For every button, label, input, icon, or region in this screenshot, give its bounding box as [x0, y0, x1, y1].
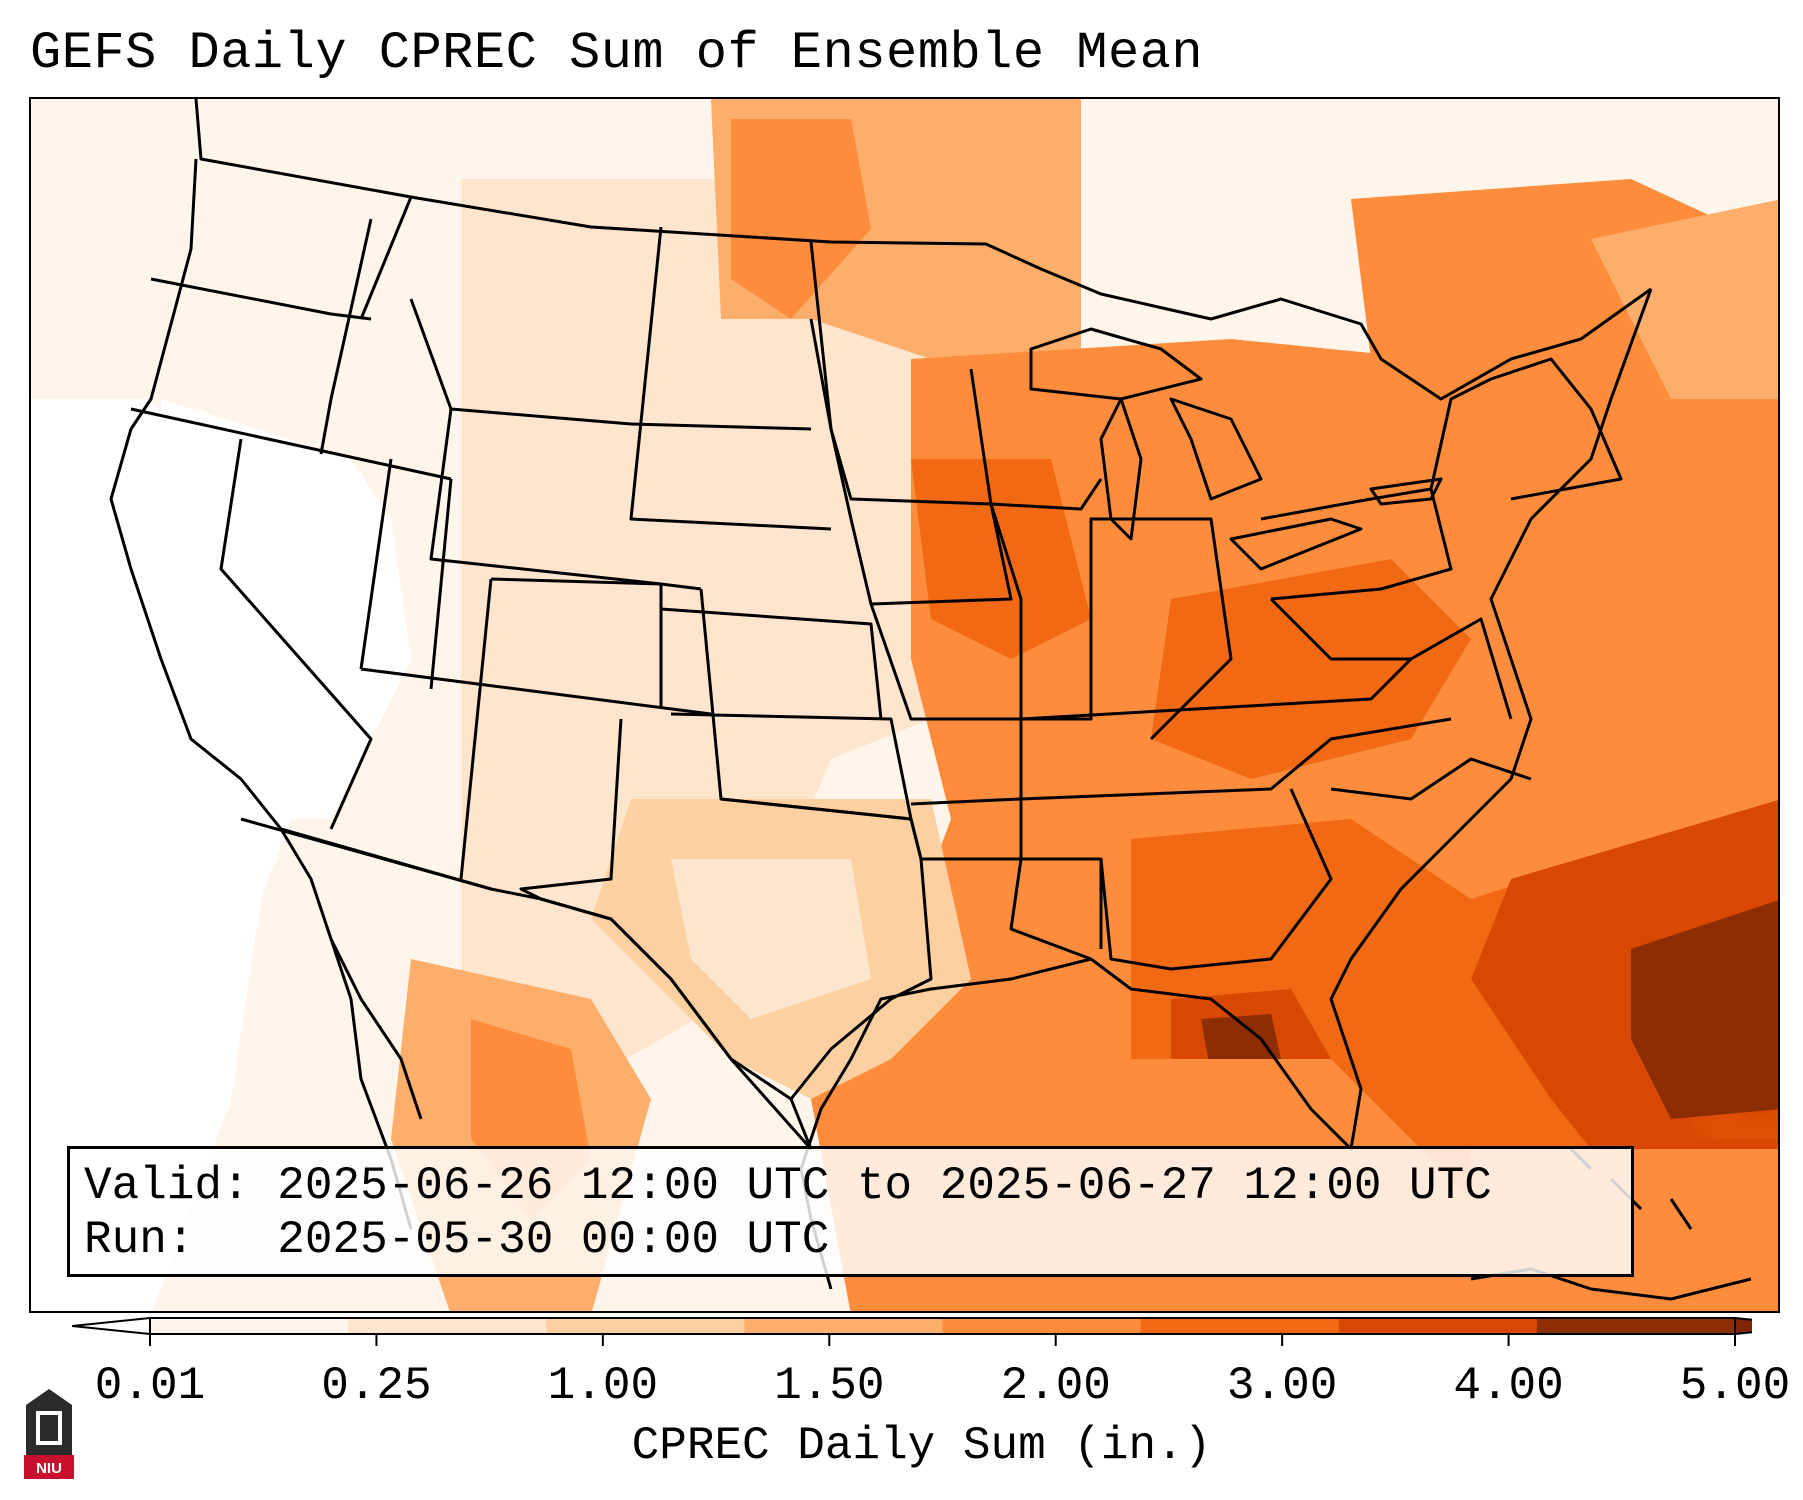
colorbar-segment	[1338, 1318, 1538, 1334]
run-time-value: 2025-05-30 00:00 UTC	[277, 1214, 830, 1266]
state-line-new-england	[1429, 357, 1623, 501]
colorbar-tick-label: 1.00	[547, 1360, 659, 1412]
state-line-pa-ny	[1260, 487, 1453, 601]
lake-erie	[1229, 517, 1363, 571]
state-line-carolinas	[1330, 757, 1532, 801]
precip-zone-ohio-valley	[1151, 559, 1471, 779]
precipitation-map	[31, 99, 1778, 1311]
precip-zone-west-texas	[671, 859, 871, 1019]
state-line-al-ga	[1099, 788, 1333, 971]
colorbar-tick-label: 0.25	[321, 1360, 432, 1412]
colorbar-segments	[150, 1318, 1736, 1334]
state-line-nm-tx	[519, 718, 623, 901]
state-line-va-md	[1269, 597, 1513, 720]
state-line-il-in-oh	[989, 503, 1233, 741]
precip-zone-plains-light	[461, 179, 931, 1079]
run-label: Run:	[84, 1214, 195, 1266]
state-boundaries	[109, 99, 1752, 1301]
map-panel	[29, 97, 1780, 1313]
precip-zone-far-northeast	[1591, 199, 1778, 399]
colorbar-segment	[150, 1318, 349, 1334]
colorbar-segment	[348, 1318, 547, 1334]
lake-huron	[1169, 397, 1263, 501]
west-coast-coastline	[109, 158, 423, 1120]
colorbar-under-extension	[72, 1316, 151, 1336]
colorbar-segment	[1140, 1318, 1340, 1334]
plot-title: GEFS Daily CPREC Sum of Ensemble Mean	[30, 24, 1204, 83]
precip-zone-north-central-core	[731, 119, 871, 319]
logo-red-banner	[24, 1455, 74, 1479]
colorbar-segment	[546, 1318, 745, 1334]
precip-zone-atlantic-core	[1631, 900, 1778, 1119]
colorbar-tick-label: 2.00	[1000, 1360, 1111, 1412]
logo-tower-window-core	[40, 1415, 58, 1441]
us-canada-border	[194, 99, 1652, 401]
state-line-wa-or	[150, 277, 372, 321]
lake-ontario	[1369, 477, 1443, 506]
state-line-wi-mi	[969, 368, 1103, 511]
valid-time-value: 2025-06-26 12:00 UTC to 2025-06-27 12:00…	[277, 1160, 1492, 1212]
state-line-la-ms	[909, 799, 1103, 961]
state-line-co-nm	[490, 577, 663, 709]
precip-zone-iowa	[911, 459, 1091, 659]
state-line-id	[319, 196, 413, 455]
state-line-tn-south	[1020, 717, 1452, 801]
colorbar-segment	[744, 1318, 943, 1334]
state-line-ky-tn	[1020, 657, 1413, 721]
us-mexico-border	[280, 827, 792, 1101]
state-line-or-ca-nv	[130, 407, 452, 481]
state-line-wy-co	[429, 408, 702, 591]
logo-text: NIU	[36, 1460, 62, 1477]
validity-info-box: Valid: 2025-06-26 12:00 UTC to 2025-06-2…	[67, 1146, 1634, 1277]
colorbar-tick-label: 4.00	[1453, 1360, 1564, 1412]
valid-label: Valid:	[84, 1160, 250, 1212]
state-line-ut-co-az	[240, 478, 712, 891]
colorbar-ticks	[149, 1334, 1736, 1346]
colorbar-segment	[1536, 1318, 1736, 1334]
state-line-nv-ca	[219, 438, 373, 830]
east-coast-coastline	[1090, 288, 1653, 1151]
colorbar-label: CPREC Daily Sum (in.)	[631, 1420, 1212, 1472]
colorbar	[72, 1316, 1752, 1346]
state-line-nv-ut	[359, 458, 393, 670]
colorbar-over-extension	[1734, 1316, 1752, 1336]
lake-superior	[1029, 327, 1203, 401]
colorbar-tick-label: 1.50	[774, 1360, 885, 1412]
colorbar-tick-label: 0.01	[94, 1360, 206, 1412]
colorbar-tick-label: 3.00	[1226, 1360, 1338, 1412]
niu-tower-logo-icon: NIU	[24, 1389, 74, 1479]
colorbar-tick-label: 5.00	[1679, 1360, 1791, 1412]
colorbar-outline	[149, 1317, 1736, 1335]
colorbar-segment	[942, 1318, 1142, 1334]
lake-michigan	[1099, 397, 1143, 541]
